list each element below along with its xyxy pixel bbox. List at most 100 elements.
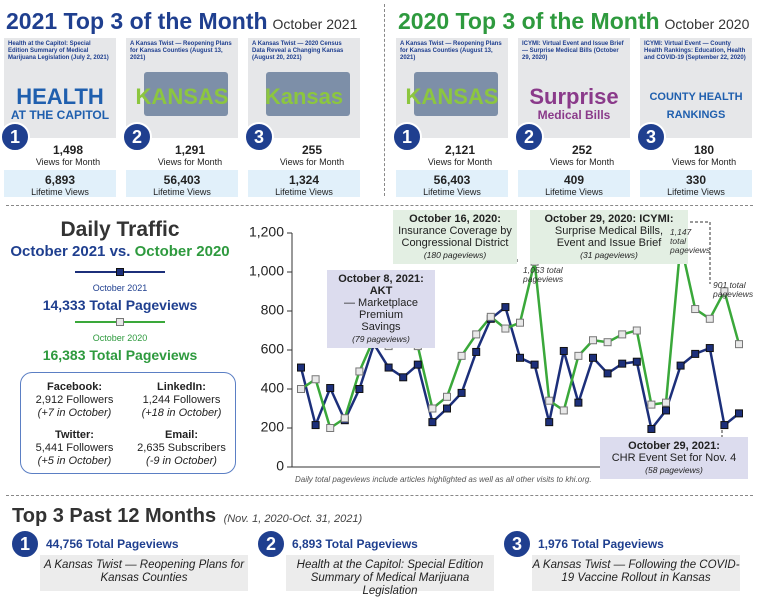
thumb-art: HEALTH AT THE CAPITOL xyxy=(4,84,116,124)
social-name: Email: xyxy=(164,429,198,441)
thumbnail: A Kansas Twist — 2020 Census Data Reveal… xyxy=(248,38,360,138)
lifetime-value: 330 xyxy=(685,173,707,187)
views: 1,498 xyxy=(52,143,84,157)
top-item: Health at the Capitol: Special Edition S… xyxy=(0,38,116,197)
rank-badge: 2 xyxy=(122,122,152,152)
lifetime-value: 409 xyxy=(563,173,585,187)
lifetime: 409 Lifetime Views xyxy=(518,170,630,197)
views: 1,291 xyxy=(174,143,206,157)
data-point xyxy=(501,303,510,312)
art-line: KANSAS xyxy=(135,84,229,109)
data-point xyxy=(647,400,656,409)
data-point xyxy=(501,324,510,333)
divider xyxy=(6,495,753,496)
data-point xyxy=(545,396,554,405)
views: 252 xyxy=(571,143,593,157)
rank-badge: 1 xyxy=(0,122,30,152)
thumb-art: Surprise Medical Bills xyxy=(518,86,630,124)
data-point xyxy=(720,421,729,430)
past12-header: Top 3 Past 12 Months (Nov. 1, 2020-Oct. … xyxy=(12,505,362,528)
past12-pageviews: 44,756 Total Pageviews xyxy=(46,537,179,551)
data-point xyxy=(297,385,305,393)
social-item: Facebook: 2,912 Followers (+7 in October) xyxy=(21,381,128,420)
data-point xyxy=(355,385,364,393)
rank-badge: 3 xyxy=(244,122,274,152)
views: 255 xyxy=(301,143,323,157)
data-point xyxy=(618,330,627,339)
data-point xyxy=(413,360,422,369)
art-line: HEALTH xyxy=(16,84,104,109)
data-point xyxy=(384,363,393,372)
data-point xyxy=(428,404,437,413)
data-point xyxy=(705,314,714,323)
views-label: Views for Month xyxy=(427,157,493,167)
lifetime: 56,403 Lifetime Views xyxy=(126,170,238,197)
legend-marker xyxy=(116,268,124,276)
data-point xyxy=(443,392,451,401)
y-tick-label: 800 xyxy=(261,302,285,318)
rank-badge: 2 xyxy=(514,122,544,152)
thumb-art: Kansas xyxy=(248,86,360,108)
annotation-line: Insurance Coverage by xyxy=(398,225,512,237)
chart-note: Daily total pageviews include articles h… xyxy=(295,475,592,484)
subtitle-vs: vs. xyxy=(109,243,131,260)
lifetime-label: Lifetime Views xyxy=(31,187,89,197)
lifetime: 6,893 Lifetime Views xyxy=(4,170,116,197)
art-line: RANKINGS xyxy=(666,109,726,121)
data-point xyxy=(662,398,670,407)
legend-label: October 2021 xyxy=(92,283,148,293)
views-label: Views for Month xyxy=(35,157,101,167)
social-change: (-9 in October) xyxy=(146,455,217,467)
social-name: LinkedIn: xyxy=(157,381,206,393)
past12-period: (Nov. 1, 2020-Oct. 31, 2021) xyxy=(223,513,363,525)
annotation-line: October 8, 2021: AKT xyxy=(338,273,424,297)
annotation-pageviews: (58 pageviews) xyxy=(645,465,703,475)
data-point xyxy=(559,406,568,415)
thumb-art: KANSAS xyxy=(396,86,508,108)
point-label: 1,053 total pageviews xyxy=(523,266,563,284)
views-label: Views for Month xyxy=(279,157,345,167)
thumbnail: Health at the Capitol: Special Edition S… xyxy=(4,38,116,138)
annotation-line: — Marketplace Premium xyxy=(344,297,418,321)
y-tick-label: 1,000 xyxy=(249,263,284,279)
lifetime-label: Lifetime Views xyxy=(275,187,333,197)
map-shape xyxy=(144,72,228,116)
social-count: 2,912 Followers xyxy=(35,394,114,406)
legend-total: 16,383 Total Pageviews xyxy=(42,347,198,363)
lifetime-value: 6,893 xyxy=(44,173,76,187)
panel-period: October 2020 xyxy=(664,16,750,32)
legend-marker xyxy=(116,318,124,326)
top-item: A Kansas Twist — Reopening Plans for Kan… xyxy=(392,38,508,197)
data-point xyxy=(428,418,437,427)
data-point xyxy=(297,363,305,372)
data-point xyxy=(457,351,466,360)
panel-title-text: 2020 Top 3 of the Month xyxy=(398,8,660,34)
views: 180 xyxy=(693,143,715,157)
top-item: A Kansas Twist — Reopening Plans for Kan… xyxy=(122,38,238,197)
data-point xyxy=(705,344,714,353)
social-change: (+7 in October) xyxy=(37,407,112,419)
past12-headline: Health at the Capitol: Special Edition S… xyxy=(286,555,494,597)
data-point xyxy=(545,418,554,427)
data-point xyxy=(735,409,743,418)
rank-badge: 3 xyxy=(636,122,666,152)
data-point xyxy=(574,398,583,407)
lifetime-value: 56,403 xyxy=(433,173,471,187)
data-point xyxy=(632,357,641,366)
social-name: Facebook: xyxy=(46,381,102,393)
social-item: LinkedIn: 1,244 Followers (+18 in October) xyxy=(128,381,235,420)
past12-headline: A Kansas Twist — Reopening Plans for Kan… xyxy=(40,555,248,591)
annotation: October 16, 2020: Insurance Coverage by Co… xyxy=(393,210,517,264)
social-box: Facebook: 2,912 Followers (+7 in October) L… xyxy=(20,372,236,474)
data-point xyxy=(691,349,700,358)
y-tick-label: 1,200 xyxy=(249,224,284,240)
thumb-art: KANSAS xyxy=(126,84,238,109)
lifetime-value: 1,324 xyxy=(288,173,320,187)
data-point xyxy=(530,360,539,369)
thumb-headline: Health at the Capitol: Special Edition S… xyxy=(8,41,109,61)
point-label-line: 901 total xyxy=(713,280,746,290)
data-point xyxy=(603,369,612,378)
data-point xyxy=(399,373,408,382)
